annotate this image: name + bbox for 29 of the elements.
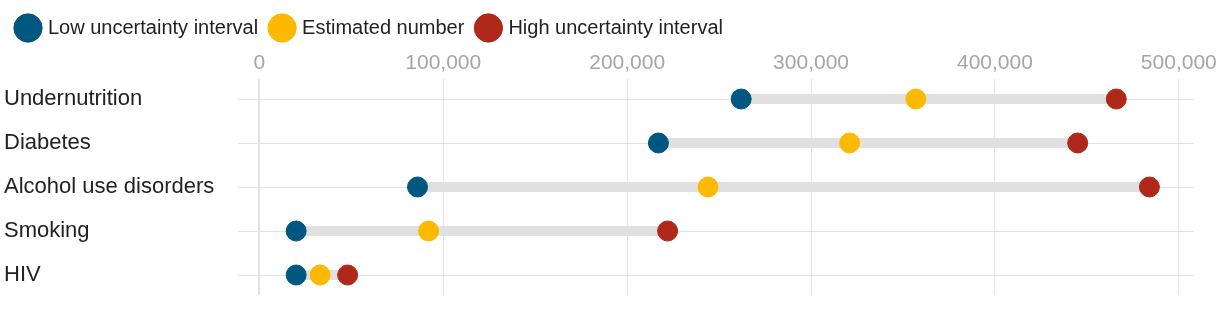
- point: [657, 220, 679, 242]
- y-tick-label: Diabetes: [4, 129, 91, 155]
- legend-label: High uncertainty interval: [508, 15, 723, 38]
- y-tick-label: HIV: [4, 261, 41, 287]
- x-tick-label: 0: [253, 50, 266, 74]
- y-tick-label: Undernutrition: [4, 85, 143, 111]
- point: [839, 132, 861, 154]
- x-tick-label: 400,000: [956, 50, 1033, 74]
- y-tick-label: Alcohol use disorders: [4, 173, 215, 199]
- point: [1138, 176, 1160, 198]
- y-tick-label: Smoking: [4, 217, 90, 243]
- point: [1067, 132, 1089, 154]
- x-tick-label: 200,000: [589, 50, 666, 74]
- x-tick-label: 100,000: [405, 50, 482, 74]
- x-tick-label: 500,000: [1140, 50, 1217, 74]
- x-tick-label: 300,000: [773, 50, 849, 74]
- point: [285, 220, 307, 242]
- point: [285, 264, 307, 286]
- legend-label: Estimated number: [302, 15, 465, 38]
- point: [407, 176, 429, 198]
- legend-label: Low uncertainty interval: [48, 15, 259, 38]
- point: [730, 88, 752, 110]
- point: [905, 88, 927, 110]
- point: [418, 220, 440, 242]
- point: [309, 264, 331, 286]
- point: [697, 176, 719, 198]
- point: [1105, 88, 1127, 110]
- point: [647, 132, 669, 154]
- point: [337, 264, 359, 286]
